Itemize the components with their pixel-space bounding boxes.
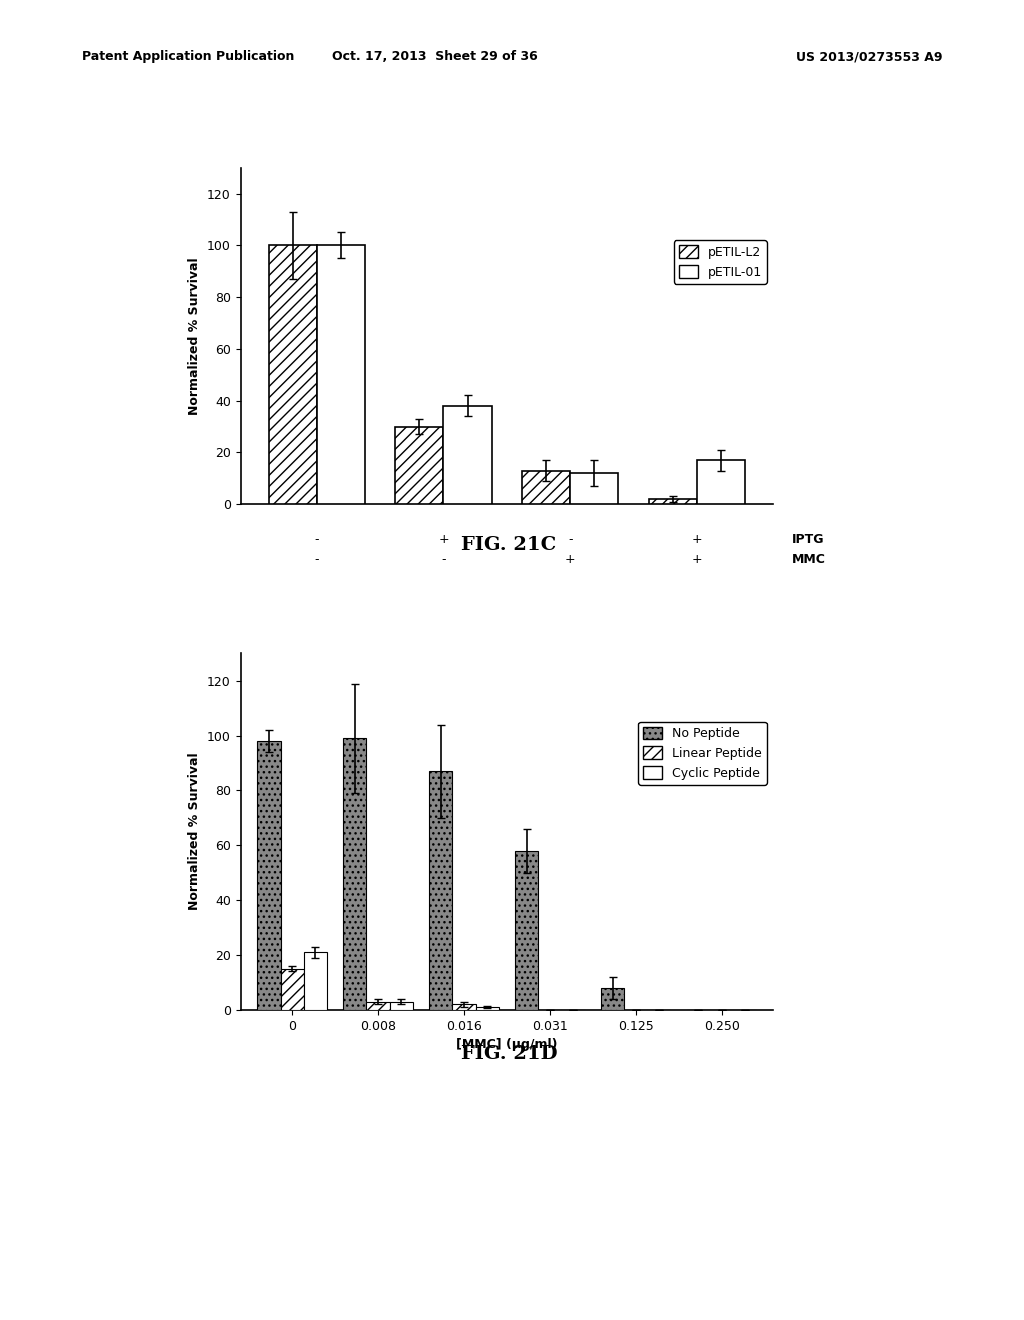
Text: +: +: [692, 553, 702, 566]
Text: IPTG: IPTG: [793, 533, 824, 545]
Bar: [443, 405, 492, 504]
Bar: [257, 741, 281, 1010]
Bar: [601, 987, 624, 1010]
X-axis label: [MMC] (μg/ml): [MMC] (μg/ml): [456, 1038, 558, 1051]
Bar: [390, 1002, 413, 1010]
Legend: pETIL-L2, pETIL-01: pETIL-L2, pETIL-01: [674, 240, 767, 284]
Text: -: -: [314, 533, 318, 545]
Text: US 2013/0273553 A9: US 2013/0273553 A9: [796, 50, 942, 63]
Text: FIG. 21C: FIG. 21C: [461, 536, 557, 554]
Text: Patent Application Publication: Patent Application Publication: [82, 50, 294, 63]
Bar: [522, 471, 570, 504]
Y-axis label: Normalized % Survival: Normalized % Survival: [188, 752, 202, 911]
Legend: No Peptide, Linear Peptide, Cyclic Peptide: No Peptide, Linear Peptide, Cyclic Pepti…: [638, 722, 767, 785]
Bar: [281, 969, 304, 1010]
Text: MMC: MMC: [793, 553, 826, 566]
Bar: [395, 426, 443, 504]
Text: FIG. 21D: FIG. 21D: [461, 1045, 557, 1064]
Bar: [429, 771, 453, 1010]
Bar: [304, 952, 327, 1010]
Bar: [570, 473, 618, 504]
Bar: [367, 1002, 390, 1010]
Text: -: -: [441, 553, 445, 566]
Bar: [453, 1005, 475, 1010]
Bar: [697, 461, 745, 504]
Text: Oct. 17, 2013  Sheet 29 of 36: Oct. 17, 2013 Sheet 29 of 36: [333, 50, 538, 63]
Bar: [515, 851, 539, 1010]
Text: -: -: [568, 533, 572, 545]
Bar: [268, 246, 316, 504]
Text: -: -: [314, 553, 318, 566]
Text: +: +: [565, 553, 575, 566]
Y-axis label: Normalized % Survival: Normalized % Survival: [188, 257, 202, 414]
Bar: [343, 738, 367, 1010]
Text: +: +: [692, 533, 702, 545]
Bar: [649, 499, 697, 504]
Bar: [475, 1007, 499, 1010]
Text: +: +: [438, 533, 449, 545]
Bar: [316, 246, 365, 504]
